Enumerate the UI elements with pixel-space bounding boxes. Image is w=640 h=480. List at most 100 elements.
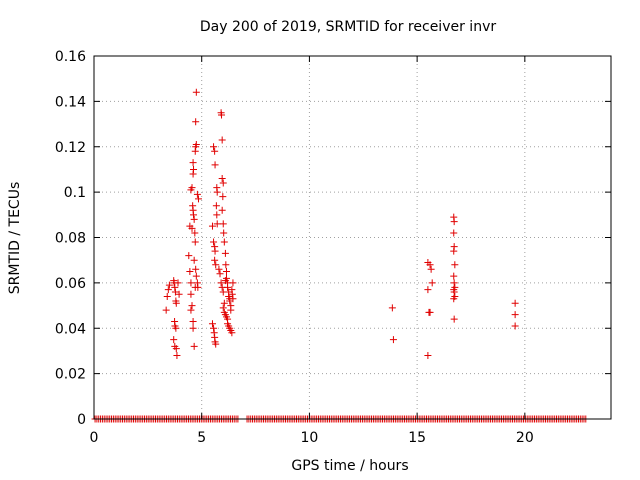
data-point — [218, 206, 226, 214]
data-point — [511, 299, 519, 307]
y-tick-label: 0.16 — [55, 49, 86, 65]
data-point — [426, 308, 434, 316]
data-point — [222, 261, 230, 269]
data-point — [213, 188, 221, 196]
data-point — [187, 306, 195, 314]
data-point — [216, 270, 224, 278]
data-point — [219, 304, 227, 312]
y-tick-label: 0 — [77, 412, 86, 428]
data-point — [192, 140, 200, 148]
data-point — [450, 279, 458, 287]
x-axis-label: GPS time / hours — [291, 458, 408, 474]
data-point — [224, 283, 232, 291]
data-point — [175, 290, 183, 298]
data-point — [187, 290, 195, 298]
y-tick-label: 0.02 — [55, 367, 86, 383]
data-point — [211, 147, 219, 155]
data-point — [228, 290, 236, 298]
y-tick-label: 0.04 — [55, 321, 86, 337]
data-point — [192, 118, 200, 126]
data-point — [220, 229, 228, 237]
data-point — [190, 256, 198, 264]
data-point — [218, 175, 226, 183]
data-point — [191, 283, 199, 291]
data-point — [220, 308, 228, 316]
data-point — [189, 159, 197, 167]
data-point — [212, 340, 220, 348]
data-point — [172, 324, 180, 332]
y-tick-labels: 0 0.02 0.04 0.06 0.08 0.1 0.12 0.14 0.16 — [55, 49, 86, 428]
data-point — [190, 211, 198, 219]
data-point — [229, 279, 237, 287]
data-point — [220, 299, 228, 307]
data-point — [219, 193, 227, 201]
data-point — [388, 304, 396, 312]
data-point — [174, 279, 182, 287]
data-point — [450, 247, 458, 255]
x-tick-label: 0 — [90, 430, 99, 446]
plot-frame — [93, 55, 612, 420]
data-point — [219, 179, 227, 187]
data-point — [170, 336, 178, 344]
data-point — [218, 136, 226, 144]
data-point — [165, 281, 173, 289]
data-point — [450, 295, 458, 303]
y-tick-label: 0.08 — [55, 231, 86, 247]
data-point — [185, 252, 193, 260]
data-point — [162, 306, 170, 314]
data-point — [215, 265, 223, 273]
data-point — [190, 165, 198, 173]
y-tick-label: 0.12 — [55, 140, 86, 156]
x-tick-label: 15 — [408, 430, 426, 446]
data-points — [91, 88, 590, 423]
data-point — [221, 277, 229, 285]
grid-lines — [94, 56, 611, 419]
data-point — [190, 215, 198, 223]
data-point — [228, 329, 236, 337]
data-point — [192, 272, 200, 280]
data-point — [210, 238, 218, 246]
data-point — [218, 111, 226, 119]
data-point — [451, 261, 459, 269]
data-point — [229, 295, 237, 303]
data-point — [450, 229, 458, 237]
data-point — [450, 272, 458, 280]
data-point — [171, 288, 179, 296]
data-point — [194, 195, 202, 203]
data-point — [511, 322, 519, 330]
data-point — [424, 351, 432, 359]
data-point — [426, 261, 434, 269]
data-point — [211, 256, 219, 264]
data-point — [424, 286, 432, 294]
data-point — [191, 238, 199, 246]
data-point — [217, 279, 225, 287]
data-point — [192, 265, 200, 273]
data-point — [191, 229, 199, 237]
x-tick-label: 10 — [301, 430, 319, 446]
data-point — [172, 345, 180, 353]
y-tick-label: 0.14 — [55, 94, 86, 110]
data-point — [219, 220, 227, 228]
data-point — [173, 351, 181, 359]
data-point — [211, 247, 219, 255]
data-point — [210, 324, 218, 332]
chart-title: Day 200 of 2019, SRMTID for receiver inv… — [200, 19, 496, 35]
data-point — [450, 288, 458, 296]
data-point — [212, 261, 220, 269]
data-point — [164, 286, 172, 294]
data-point — [511, 311, 519, 319]
data-point — [193, 190, 201, 198]
data-point — [187, 279, 195, 287]
data-point — [188, 224, 196, 232]
data-point — [192, 88, 200, 96]
data-point — [171, 283, 179, 291]
data-point — [172, 299, 180, 307]
y-axis-label: SRMTID / TECUs — [7, 182, 23, 295]
data-point — [189, 324, 197, 332]
data-point — [450, 218, 458, 226]
data-point — [188, 302, 196, 310]
data-point — [188, 184, 196, 192]
axis-ticks — [93, 55, 611, 420]
data-point — [208, 320, 216, 328]
